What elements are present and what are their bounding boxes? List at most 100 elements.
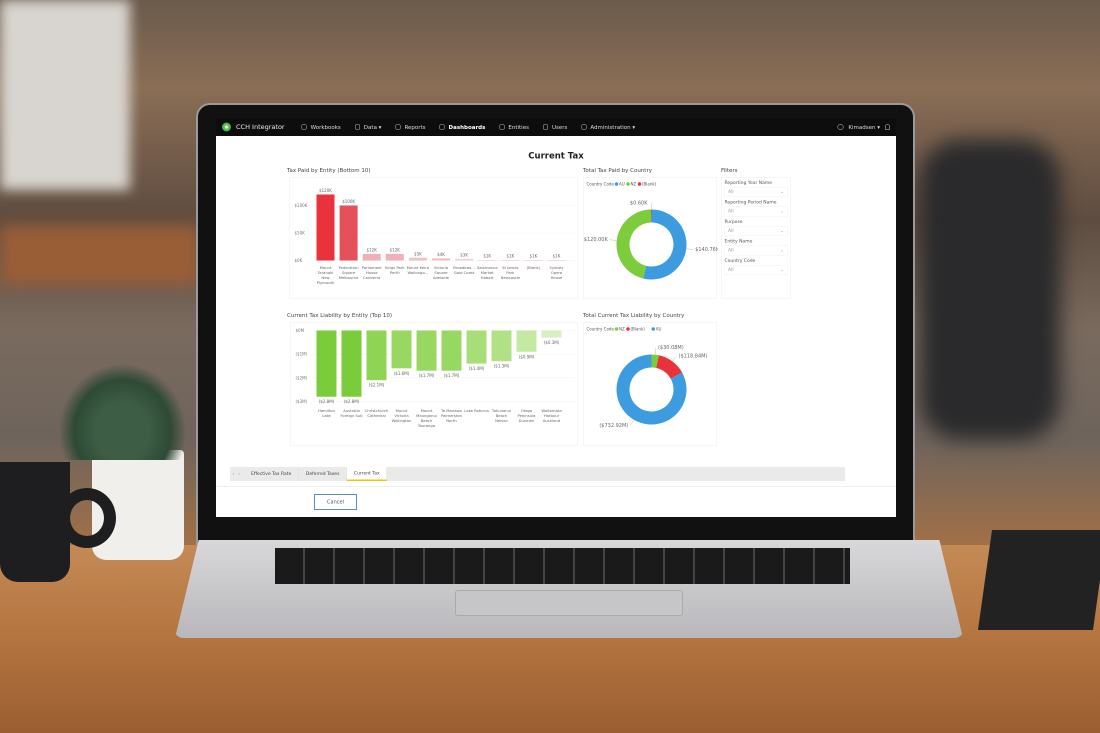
trackpad[interactable]	[455, 590, 683, 616]
bar	[455, 258, 474, 261]
legend-entry: AU	[656, 327, 662, 332]
legend-marker	[637, 182, 642, 186]
filters-title: Filters	[721, 167, 738, 174]
category-label: Te Manawa Palmerston North	[440, 408, 463, 424]
bar	[516, 330, 537, 352]
category-label: Kings Park Perth	[385, 265, 405, 276]
nav-item-5[interactable]: Users	[542, 123, 568, 131]
data-label: ($1.6M)	[394, 371, 410, 376]
y-tick-label: ($3M)	[296, 399, 308, 404]
slice-label: ($118.84M)	[679, 353, 708, 359]
data-label: $4K	[437, 252, 445, 257]
nav-item-3[interactable]: Dashboards	[439, 123, 486, 131]
tab-current-tax[interactable]: Current Tax	[346, 467, 388, 481]
chart-title-total-tax-paid: Total Tax Paid by Country	[583, 167, 652, 174]
bar	[478, 259, 497, 261]
tax-paid-donut-chart: Country Code AU NZ (Blank) $140.76K $120.00K $…	[583, 177, 720, 299]
filter-value: All	[728, 189, 734, 195]
data-label: $100K	[342, 199, 355, 204]
donut-slice	[643, 209, 687, 280]
mug-handle	[58, 488, 116, 548]
bar	[316, 194, 335, 261]
category-label: Mount Taranaki New Plymouth	[316, 265, 335, 286]
nav-item-0[interactable]: Workbooks	[301, 124, 341, 130]
bar	[416, 330, 437, 371]
y-tick-label: $0K	[295, 258, 303, 263]
category-label-box: Kings Park Perth	[385, 265, 405, 276]
category-label-box: (Blank)	[526, 265, 541, 271]
donut-slice	[616, 209, 652, 279]
filter-dropdown[interactable]: All ⌄	[724, 226, 788, 236]
nav-item-label: Entities	[508, 123, 529, 131]
nav-item-1[interactable]: Data ▾	[354, 124, 381, 130]
donut-slice	[616, 354, 687, 425]
category-label: St James Park Newcastle	[500, 265, 520, 281]
entities-icon	[499, 124, 505, 130]
tab-deferred-taxes[interactable]: Deferred Taxes	[299, 467, 347, 481]
data-label: ($1.7M)	[419, 373, 435, 378]
bar	[466, 330, 487, 364]
tax-liability-donut-chart: Country Code NZ (Blank) AU ($30.08M) ($118.84…	[583, 322, 717, 446]
category-label-box: St James Park Newcastle	[500, 265, 520, 281]
laptop-screen: CCH Integrator Workbooks Data ▾ Reports Das…	[216, 118, 896, 517]
category-label: Salamanca Market Hobart	[476, 265, 498, 281]
nav-item-2[interactable]: Reports	[395, 124, 426, 130]
background-table	[0, 225, 200, 285]
slice-label: $120.00K	[584, 237, 609, 243]
category-label: Waitemata Harbour Auckland	[541, 408, 562, 424]
nav-item-6[interactable]: Administration ▾	[581, 124, 635, 130]
filter-value: All	[728, 267, 734, 273]
y-tick-label: ($2M)	[296, 375, 308, 380]
category-label: Sydney Opera House	[549, 265, 564, 281]
tab-scroll-left[interactable]: ‹	[232, 471, 235, 477]
category-label: Parliament House Canberra	[361, 265, 382, 281]
y-tick-label: $100K	[295, 203, 308, 208]
bar	[391, 330, 412, 369]
background-chair	[920, 140, 1060, 440]
y-tick-label: $50K	[295, 231, 306, 236]
legend-marker	[626, 182, 630, 186]
filter-dropdown[interactable]: All ⌄	[724, 206, 788, 217]
bar	[339, 205, 358, 261]
leader-line	[672, 355, 677, 362]
filters-panel: Reporting Year Name All ⌄ Reporting Period …	[721, 177, 791, 299]
category-label-box: Sydney Opera House	[549, 265, 564, 281]
page-title: Current Tax	[528, 151, 584, 161]
leader-line	[654, 347, 657, 355]
legend-marker	[626, 327, 630, 331]
category-label-box: Federation Square Melbourne	[339, 266, 359, 281]
category-label-box: Victoria Square Adelaide	[433, 266, 449, 281]
user-icon[interactable]	[885, 124, 890, 130]
help-icon[interactable]	[837, 124, 844, 130]
nav-item-label: Users	[551, 123, 568, 131]
data-label: $1K	[553, 253, 561, 258]
filter-value: All	[728, 248, 734, 253]
data-label: $1K	[530, 253, 538, 258]
data-label: ($2.8M)	[319, 399, 335, 404]
slice-label: $0.60K	[630, 201, 648, 207]
bar	[316, 330, 337, 397]
bar	[362, 253, 381, 261]
filter-dropdown[interactable]: All ⌄	[724, 187, 788, 197]
user-menu[interactable]: Kimadsen ▾	[848, 123, 880, 131]
filter-label: Reporting Year Name	[724, 180, 773, 186]
category-label-box: Australia Foreign Sub	[340, 409, 362, 419]
divider	[216, 486, 896, 487]
filter-dropdown[interactable]: All ⌄	[724, 245, 788, 256]
app-brand[interactable]: CCH Integrator	[236, 123, 285, 131]
filter-dropdown[interactable]: All ⌄	[724, 265, 788, 275]
nav-item-label: Dashboards	[448, 123, 486, 131]
legend-entry: AU	[619, 182, 625, 187]
cancel-button[interactable]: Cancel	[314, 494, 357, 510]
category-label-box: Tahunanui Beach Nelson	[492, 409, 511, 424]
category-label: (Blank)	[526, 265, 541, 271]
tab-scroll-right[interactable]: ›	[238, 471, 241, 477]
legend-title: Country Code	[587, 182, 615, 187]
category-label: Christchurch Cathedral	[364, 408, 389, 419]
filter-label: Reporting Period Name	[724, 200, 777, 205]
bar	[432, 258, 450, 261]
tab-effective-tax-rate[interactable]: Effective Tax Rate	[244, 467, 299, 481]
keyboard	[275, 548, 850, 584]
category-label: Broadbea... Gold Coast	[453, 265, 475, 276]
nav-item-4[interactable]: Entities	[499, 123, 529, 131]
